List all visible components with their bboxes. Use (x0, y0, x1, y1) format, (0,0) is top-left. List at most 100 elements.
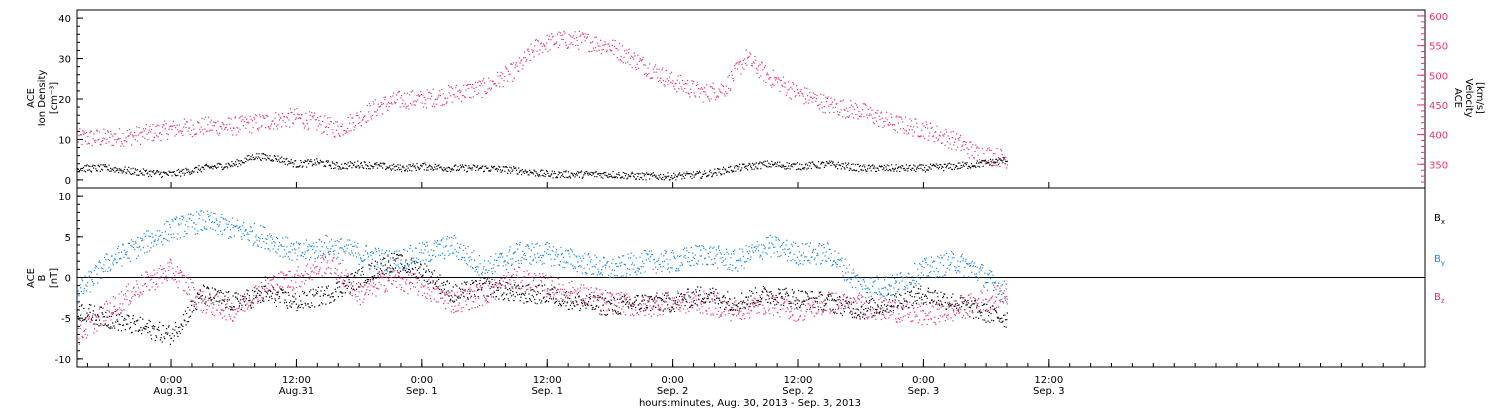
bz-point (359, 291, 360, 292)
velocity-point (321, 124, 322, 125)
density-point (276, 159, 277, 160)
velocity-point (136, 126, 137, 127)
density-point (685, 175, 686, 176)
density-point (487, 168, 488, 169)
velocity-point (310, 119, 311, 120)
density-point (533, 173, 534, 174)
velocity-point (670, 82, 671, 83)
velocity-point (817, 95, 818, 96)
by-point (872, 286, 873, 287)
velocity-point (602, 45, 603, 46)
bz-point (401, 289, 402, 290)
density-point (113, 170, 114, 171)
bz-point (296, 287, 297, 288)
velocity-point (794, 91, 795, 92)
by-point (515, 261, 516, 262)
by-point (308, 250, 309, 251)
by-point (531, 250, 532, 251)
density-point (171, 172, 172, 173)
by-point (474, 260, 475, 261)
by-point (395, 261, 396, 262)
density-point (179, 172, 180, 173)
by-point (907, 288, 908, 289)
bz-point (168, 270, 169, 271)
by-point (360, 258, 361, 259)
density-point (120, 169, 121, 170)
by-point (238, 230, 239, 231)
velocity-point (253, 127, 254, 128)
velocity-point (664, 84, 665, 85)
velocity-point (779, 79, 780, 80)
density-point (727, 171, 728, 172)
by-point (567, 262, 568, 263)
density-point (84, 170, 85, 171)
by-point (227, 227, 228, 228)
by-point (167, 221, 168, 222)
bz-point (181, 271, 182, 272)
by-point (188, 214, 189, 215)
by-point (205, 221, 206, 222)
density-point (574, 176, 575, 177)
by-point (368, 256, 369, 257)
density-point (888, 165, 889, 166)
velocity-point (898, 123, 899, 124)
by-point (644, 250, 645, 251)
by-point (417, 262, 418, 263)
velocity-point (809, 92, 810, 93)
density-point (936, 163, 937, 164)
velocity-point (659, 69, 660, 70)
density-point (461, 166, 462, 167)
by-point (714, 258, 715, 259)
bz-point (291, 276, 292, 277)
bz-point (186, 282, 187, 283)
by-point (837, 264, 838, 265)
by-point (543, 255, 544, 256)
by-point (412, 250, 413, 251)
density-point (566, 170, 567, 171)
velocity-point (583, 33, 584, 34)
bz-point (350, 293, 351, 294)
velocity-point (773, 85, 774, 86)
velocity-point (594, 37, 595, 38)
by-point (455, 237, 456, 238)
velocity-point (655, 64, 656, 65)
by-point (267, 235, 268, 236)
velocity-point (716, 97, 717, 98)
by-point (787, 249, 788, 250)
velocity-point (302, 114, 303, 115)
by-point (266, 243, 267, 244)
velocity-point (679, 83, 680, 84)
by-point (556, 249, 557, 250)
velocity-point (825, 112, 826, 113)
velocity-point (857, 107, 858, 108)
density-point (819, 168, 820, 169)
velocity-point (639, 61, 640, 62)
velocity-point (375, 99, 376, 100)
density-point (494, 166, 495, 167)
by-point (964, 267, 965, 268)
by-point (407, 251, 408, 252)
bz-point (320, 258, 321, 259)
by-point (192, 226, 193, 227)
density-point (545, 174, 546, 175)
velocity-point (437, 99, 438, 100)
velocity-point (125, 138, 126, 139)
bz-point (358, 282, 359, 283)
velocity-point (167, 139, 168, 140)
by-point (120, 258, 121, 259)
bz-point (207, 300, 208, 301)
by-point (599, 273, 600, 274)
by-point (844, 279, 845, 280)
velocity-point (975, 151, 976, 152)
velocity-point (711, 98, 712, 99)
by-point (139, 246, 140, 247)
density-point (424, 169, 425, 170)
bz-point (298, 266, 299, 267)
by-point (242, 225, 243, 226)
velocity-point (805, 99, 806, 100)
by-point (134, 249, 135, 250)
bz-point (335, 268, 336, 269)
by-point (406, 268, 407, 269)
by-point (85, 284, 86, 285)
bz-point (184, 275, 185, 276)
